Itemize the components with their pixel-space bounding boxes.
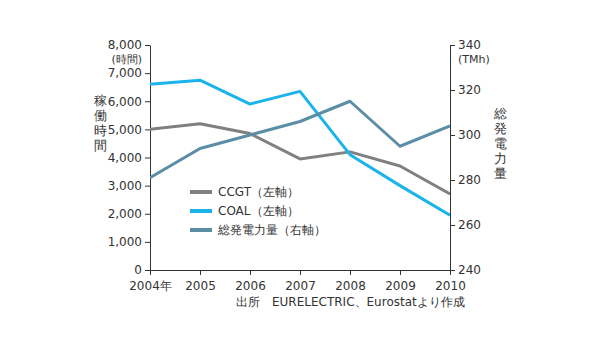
y2-axis-tick-mark bbox=[450, 180, 455, 181]
x-axis-tick-mark bbox=[200, 270, 201, 275]
legend: CCGT（左軸） COAL（左軸） 総発電力量（右軸） bbox=[190, 185, 326, 237]
y-axis-tick: 1,000 bbox=[108, 235, 150, 249]
y2-axis-line bbox=[450, 46, 451, 271]
y-axis-line bbox=[150, 46, 151, 271]
y-axis-tick-label: 6,000 bbox=[108, 95, 142, 109]
y-axis: 0 1,000 2,000 3,000 4,000 5,000 6,000 7,000 8,00… bbox=[108, 38, 151, 277]
y-axis-tick-mark bbox=[145, 186, 150, 187]
x-axis-tick-label: 2009 bbox=[385, 279, 416, 293]
y-axis-tick: 8,000 bbox=[108, 38, 150, 52]
x-axis-tick-label: 2010 bbox=[435, 279, 466, 293]
series-line bbox=[150, 80, 450, 215]
y-axis-tick-mark bbox=[145, 45, 150, 46]
y-axis-tick: 2,000 bbox=[108, 207, 150, 221]
y-axis-tick-label: 0 bbox=[134, 263, 142, 277]
y2-axis-tick-mark bbox=[450, 135, 455, 136]
y2-axis-tick: 340 bbox=[450, 38, 481, 52]
y2-axis-tick: 320 bbox=[450, 83, 481, 97]
y-axis-tick-mark bbox=[145, 158, 150, 159]
y2-axis-tick: 280 bbox=[450, 173, 481, 187]
y-axis-unit: (時間) bbox=[111, 53, 142, 66]
y2-axis-tick: 240 bbox=[450, 263, 481, 277]
x-axis-tick-label: 2008 bbox=[335, 279, 366, 293]
x-axis-tick-label: 2007 bbox=[285, 279, 316, 293]
y2-axis-tick-label: 280 bbox=[458, 173, 481, 187]
y2-axis-tick: 300 bbox=[450, 128, 481, 142]
legend-label: CCGT（左軸） bbox=[218, 185, 299, 199]
y-axis-tick-mark bbox=[145, 214, 150, 215]
y-axis-tick-label: 1,000 bbox=[108, 235, 142, 249]
series-line bbox=[150, 101, 450, 178]
y-axis-tick-label: 4,000 bbox=[108, 151, 142, 165]
y2-axis-tick-mark bbox=[450, 90, 455, 91]
y-axis-tick-label: 7,000 bbox=[108, 66, 142, 80]
x-axis-tick: 2006 bbox=[235, 270, 266, 293]
y-axis-tick-mark bbox=[145, 129, 150, 130]
x-axis-tick-mark bbox=[350, 270, 351, 275]
y-axis-tick-label: 2,000 bbox=[108, 207, 142, 221]
x-axis-tick-label: 2006 bbox=[235, 279, 266, 293]
y2-axis-tick-label: 240 bbox=[458, 263, 481, 277]
legend-swatch bbox=[190, 228, 212, 232]
y-axis-tick: 0 bbox=[134, 263, 150, 277]
y-axis-tick-mark bbox=[145, 101, 150, 102]
y-axis-tick: 3,000 bbox=[108, 179, 150, 193]
x-axis-tick-label: 2004年 bbox=[129, 279, 172, 293]
legend-swatch bbox=[190, 209, 212, 213]
y-axis-tick-mark bbox=[145, 270, 150, 271]
y2-axis-tick-mark bbox=[450, 45, 455, 46]
y-axis-tick: 6,000 bbox=[108, 95, 150, 109]
x-axis-tick: 2005 bbox=[185, 270, 216, 293]
y2-axis-unit: (TMh) bbox=[458, 53, 490, 66]
y2-axis-tick-label: 320 bbox=[458, 83, 481, 97]
y-axis-tick: 7,000 bbox=[108, 66, 150, 80]
y-axis-tick: 4,000 bbox=[108, 151, 150, 165]
x-axis-tick-mark bbox=[450, 270, 451, 275]
y-axis-tick: 5,000 bbox=[108, 123, 150, 137]
y-axis-tick-label: 5,000 bbox=[108, 123, 142, 137]
y2-axis: 240 260 280 300 320 340 bbox=[450, 38, 481, 277]
legend-swatch bbox=[190, 190, 212, 194]
y-axis-tick-mark bbox=[145, 73, 150, 74]
x-axis-tick: 2009 bbox=[385, 270, 416, 293]
x-axis-tick: 2010 bbox=[435, 270, 466, 293]
y-axis-title: 稼働時間 bbox=[94, 93, 107, 153]
x-axis-tick-mark bbox=[300, 270, 301, 275]
series-line bbox=[150, 124, 450, 194]
source-note: 出所 EURELECTRIC、Eurostatより作成 bbox=[236, 295, 465, 309]
y2-axis-tick-label: 260 bbox=[458, 218, 481, 232]
legend-label: COAL（左軸） bbox=[218, 204, 299, 218]
y-axis-tick-mark bbox=[145, 242, 150, 243]
y-axis-tick-label: 3,000 bbox=[108, 179, 142, 193]
x-axis: 2004年 2005 2006 2007 2008 2009 2010 bbox=[129, 270, 466, 293]
x-axis-tick-mark bbox=[250, 270, 251, 275]
plot-area bbox=[150, 80, 450, 215]
y2-axis-title: 総発電力量 bbox=[493, 106, 507, 181]
y2-axis-tick-label: 340 bbox=[458, 38, 481, 52]
x-axis-tick-mark bbox=[150, 270, 151, 275]
chart: 0 1,000 2,000 3,000 4,000 5,000 6,000 7,000 8,00… bbox=[0, 0, 600, 350]
x-axis-tick: 2004年 bbox=[129, 270, 172, 293]
y2-axis-tick-mark bbox=[450, 225, 455, 226]
legend-label: 総発電力量（右軸） bbox=[217, 223, 326, 237]
y2-axis-tick: 260 bbox=[450, 218, 481, 232]
x-axis-tick: 2008 bbox=[335, 270, 366, 293]
y2-axis-tick-label: 300 bbox=[458, 128, 481, 142]
x-axis-tick: 2007 bbox=[285, 270, 316, 293]
x-axis-tick-label: 2005 bbox=[185, 279, 216, 293]
y-axis-tick-label: 8,000 bbox=[108, 38, 142, 52]
x-axis-tick-mark bbox=[400, 270, 401, 275]
